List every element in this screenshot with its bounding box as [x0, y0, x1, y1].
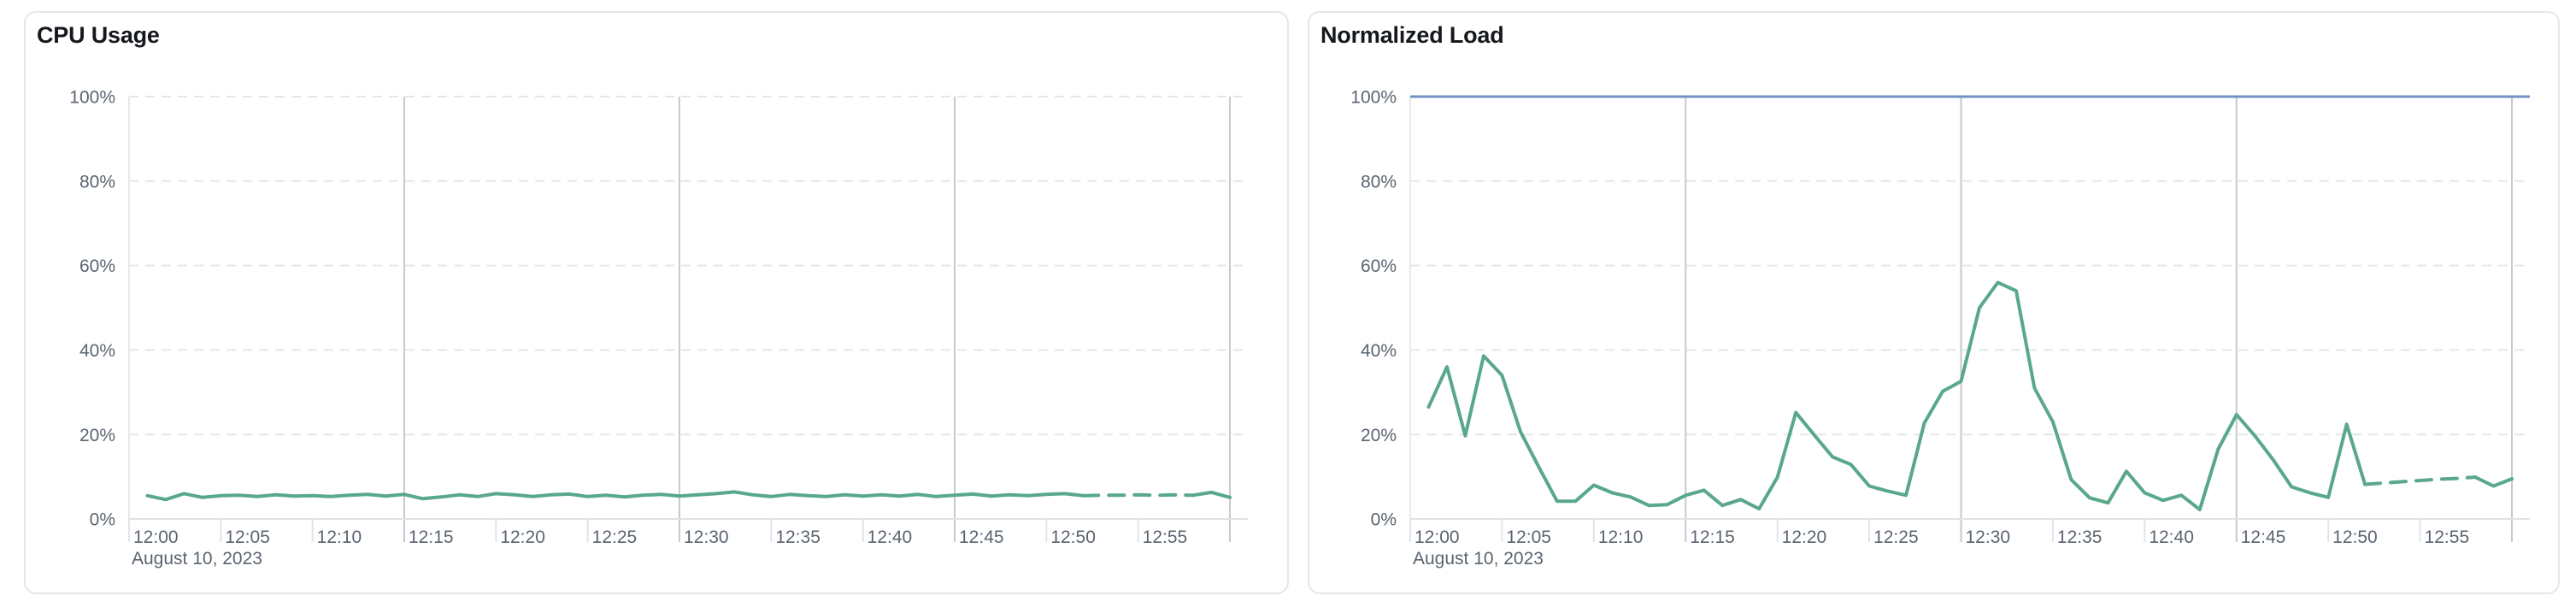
x-axis-tick-label: 12:55: [2425, 527, 2470, 547]
x-axis-tick-label: 12:20: [500, 527, 545, 547]
x-axis-tick-label: 12:25: [1873, 527, 1919, 547]
cpu-usage-chart[interactable]: 100% 80% 60% 40% 20% 0% 12:00 12:05 12:10 12:15 12…: [26, 13, 1287, 592]
x-axis-tick-label: 12:50: [2332, 527, 2378, 547]
x-axis-tick-label: 12:30: [684, 527, 729, 547]
x-axis-tick-label: 12:35: [775, 527, 820, 547]
x-axis-tick-label: 12:25: [592, 527, 638, 547]
y-axis-tick-label: 40%: [79, 341, 115, 361]
date-label: August 10, 2023: [132, 549, 262, 569]
x-axis-tick-label: 12:10: [317, 527, 362, 547]
series-line-solid-end: [2473, 475, 2514, 488]
y-axis-tick-label: 80%: [1361, 172, 1397, 192]
series-line-solid-end: [1191, 490, 1232, 499]
series-line-solid: [1426, 280, 2367, 512]
y-axis-tick-label: 100%: [1350, 88, 1397, 108]
y-axis-tick-label: 40%: [1361, 341, 1397, 361]
x-axis-tick-label: 12:45: [2241, 527, 2286, 547]
cpu-usage-chart-title: CPU Usage: [37, 22, 160, 48]
x-axis-tick-label: 12:30: [1966, 527, 2011, 547]
cpu-usage-card: CPU Usage 100% 80% 60% 40% 20% 0% 12:00 12:05 12…: [24, 11, 1289, 594]
x-axis-tick-label: 12:05: [1506, 527, 1551, 547]
x-axis-tick-label: 12:00: [1414, 527, 1460, 547]
y-axis-tick-label: 0%: [1371, 510, 1397, 530]
series-line-solid: [145, 490, 1085, 502]
x-axis-tick-label: 12:15: [1690, 527, 1735, 547]
x-axis-tick-label: 12:20: [1782, 527, 1827, 547]
normalized-load-card: Normalized Load 100% 80% 60% 40% 20% 0% 12:00 1…: [1308, 11, 2560, 594]
x-axis-tick-label: 12:35: [2057, 527, 2103, 547]
y-axis-tick-label: 0%: [90, 510, 115, 530]
y-axis-tick-label: 20%: [1361, 426, 1397, 445]
x-axis-tick-label: 12:55: [1143, 527, 1188, 547]
date-label: August 10, 2023: [1413, 549, 1544, 569]
x-axis-tick-label: 12:15: [409, 527, 454, 547]
x-axis-tick-label: 12:05: [225, 527, 270, 547]
x-axis-tick-label: 12:45: [959, 527, 1004, 547]
x-axis-tick-label: 12:00: [133, 527, 179, 547]
y-axis-tick-label: 20%: [79, 426, 115, 445]
normalized-load-chart[interactable]: 100% 80% 60% 40% 20% 0% 12:00 12:05 12:10 12:15 12…: [1309, 13, 2558, 592]
y-axis-tick-label: 60%: [1361, 256, 1397, 276]
x-axis-tick-label: 12:40: [2149, 527, 2194, 547]
normalized-load-chart-title: Normalized Load: [1320, 22, 1504, 48]
x-axis-tick-label: 12:40: [867, 527, 913, 547]
y-axis-tick-label: 100%: [69, 88, 115, 108]
x-axis-tick-label: 12:50: [1050, 527, 1096, 547]
series-line-dashed: [2363, 475, 2477, 486]
series-line-dashed: [1081, 492, 1196, 498]
x-axis-tick-label: 12:10: [1598, 527, 1644, 547]
y-axis-tick-label: 60%: [79, 256, 115, 276]
y-axis-tick-label: 80%: [79, 172, 115, 192]
